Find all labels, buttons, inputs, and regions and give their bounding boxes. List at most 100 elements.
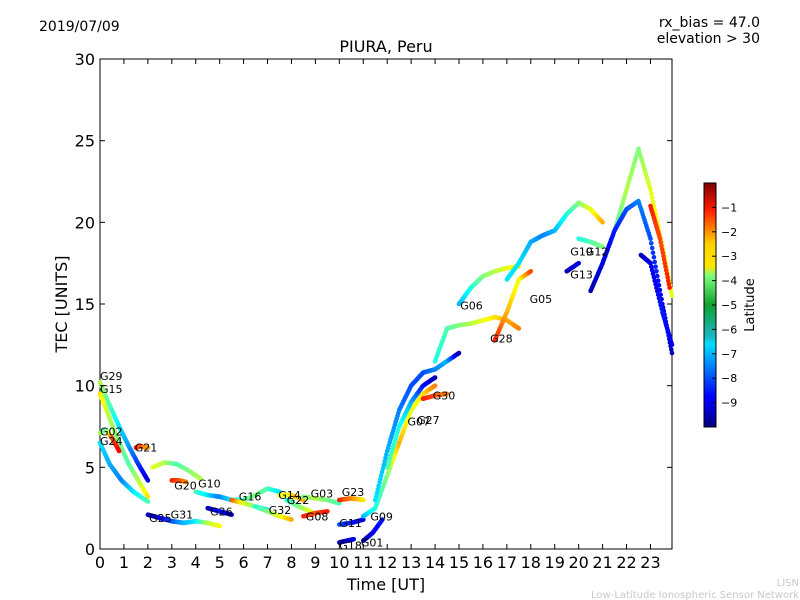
tec-point-g27 <box>377 480 382 485</box>
y-tick-label: 25 <box>75 132 95 151</box>
colorbar-tick-label: −7 <box>721 348 737 361</box>
tec-point-g11b <box>666 281 672 287</box>
x-tick-label: 19 <box>545 553 565 572</box>
colorbar-tick-label: −9 <box>721 397 737 410</box>
satellite-label: G20 <box>174 479 197 492</box>
tec-point-g26b <box>649 267 655 273</box>
tec-point-g27 <box>382 459 387 464</box>
x-tick-label: 11 <box>353 553 373 572</box>
x-tick-label: 2 <box>143 553 153 572</box>
tec-point-g29 <box>145 478 151 483</box>
watermark-subtitle: Low-Latitude Ionospheric Sensor Network <box>591 590 799 600</box>
elevation-label: elevation > 30 <box>657 31 760 47</box>
x-tick-label: 10 <box>329 553 349 572</box>
tec-point-g05 <box>528 269 534 274</box>
satellite-label: G01 <box>361 537 384 550</box>
date-label: 2019/07/09 <box>39 19 120 35</box>
satellite-label: G27 <box>417 414 440 427</box>
tec-point-g26b <box>654 285 659 291</box>
tec-point-g32 <box>289 517 294 522</box>
colorbar-tick-label: −8 <box>721 372 737 385</box>
tec-point-g27 <box>374 490 380 496</box>
tec-point-g27 <box>372 497 378 503</box>
tec-point-g04 <box>649 241 654 246</box>
tec-point-g26b <box>651 274 657 280</box>
tec-point-g26b <box>659 306 664 312</box>
chart-title: PIURA, Peru <box>339 37 432 56</box>
y-tick-label: 30 <box>75 50 95 69</box>
tec-point-g26b <box>655 288 660 294</box>
tec-point-g26b <box>653 281 658 287</box>
tec-point-g15 <box>145 494 151 500</box>
tec-point-g17 <box>669 293 675 299</box>
satellite-label: G29 <box>100 370 123 383</box>
satellite-label: G09 <box>370 510 393 523</box>
tec-point-g11b <box>663 267 669 273</box>
tec-point-g27 <box>384 452 389 457</box>
tec-point-g11b <box>665 278 671 284</box>
x-tick-label: 4 <box>191 553 201 572</box>
tec-point-g04 <box>669 347 674 352</box>
x-tick-label: 15 <box>449 553 469 572</box>
watermark-title: LISN <box>777 578 799 589</box>
satellite-label: G14 <box>278 489 301 502</box>
satellite-label: G26 <box>210 505 233 518</box>
tec-point-g26b <box>649 264 654 270</box>
tec-point-g26b <box>652 278 657 284</box>
x-tick-label: 17 <box>497 553 517 572</box>
tec-point-g19 <box>600 220 605 225</box>
tec-point-g27 <box>378 476 383 482</box>
tec-point-g11 <box>361 517 366 522</box>
colorbar-tick-label: −3 <box>721 250 737 263</box>
tec-point-g26b <box>650 271 656 277</box>
tec-point-g17 <box>648 187 653 192</box>
y-axis-label: TEC [UNITS] <box>52 256 71 354</box>
tec-point-g17 <box>650 199 656 205</box>
tec-point-g27 <box>380 466 386 471</box>
data-marks <box>97 146 675 545</box>
satellite-label: G11 <box>339 517 362 530</box>
tec-point-g24 <box>145 499 151 504</box>
satellite-label: G21 <box>135 442 158 455</box>
tec-point-g08 <box>325 509 330 514</box>
rx-bias-label: rx_bias = 47.0 <box>659 15 760 31</box>
tec-point-g18 <box>351 536 357 542</box>
tec-point-g26b <box>657 299 663 305</box>
colorbar-tick-label: −1 <box>721 201 737 214</box>
satellite-label: G18 <box>339 540 362 553</box>
satellite-label: G06 <box>460 300 483 313</box>
tec-point-g26b <box>669 342 675 348</box>
x-tick-label: 16 <box>473 553 493 572</box>
tec-point-g13 <box>576 260 581 266</box>
colorbar-tick-label: −6 <box>721 323 737 336</box>
tec-point-g27 <box>378 473 384 478</box>
tec-point-g27 <box>381 462 387 468</box>
x-tick-label: 12 <box>377 553 397 572</box>
x-axis-ticks: 0 1 2 3 4 5 6 7 8 9 10 11 12 13 14 15 16 17 18 19 20 21 22 23 <box>95 59 661 572</box>
x-tick-label: 13 <box>401 553 421 572</box>
tec-point-g17 <box>649 195 655 201</box>
tec-point-g11b <box>664 271 670 277</box>
satellite-label: G23 <box>342 486 365 499</box>
tec-point-g11b <box>658 239 663 245</box>
tec-point-g01 <box>380 517 385 522</box>
tec-point-g11b <box>663 264 668 270</box>
tec-point-g23 <box>361 497 366 503</box>
tec-point-g20 <box>183 479 189 485</box>
x-tick-label: 8 <box>286 553 296 572</box>
satellite-label: G05 <box>530 293 553 306</box>
y-axis-ticks: 0 5 10 15 20 25 30 <box>75 50 672 559</box>
satellite-label: G31 <box>171 509 194 522</box>
satellite-label: G25 <box>149 512 172 525</box>
satellite-label: G28 <box>490 332 513 345</box>
tec-point-g11b <box>659 246 665 252</box>
y-tick-label: 5 <box>85 458 95 477</box>
x-tick-label: 6 <box>239 553 249 572</box>
colorbar-tick-label: −5 <box>721 299 737 312</box>
x-tick-label: 9 <box>310 553 320 572</box>
satellite-label: G30 <box>433 390 456 403</box>
x-tick-label: 21 <box>592 553 612 572</box>
tec-point-g26b <box>658 302 663 308</box>
